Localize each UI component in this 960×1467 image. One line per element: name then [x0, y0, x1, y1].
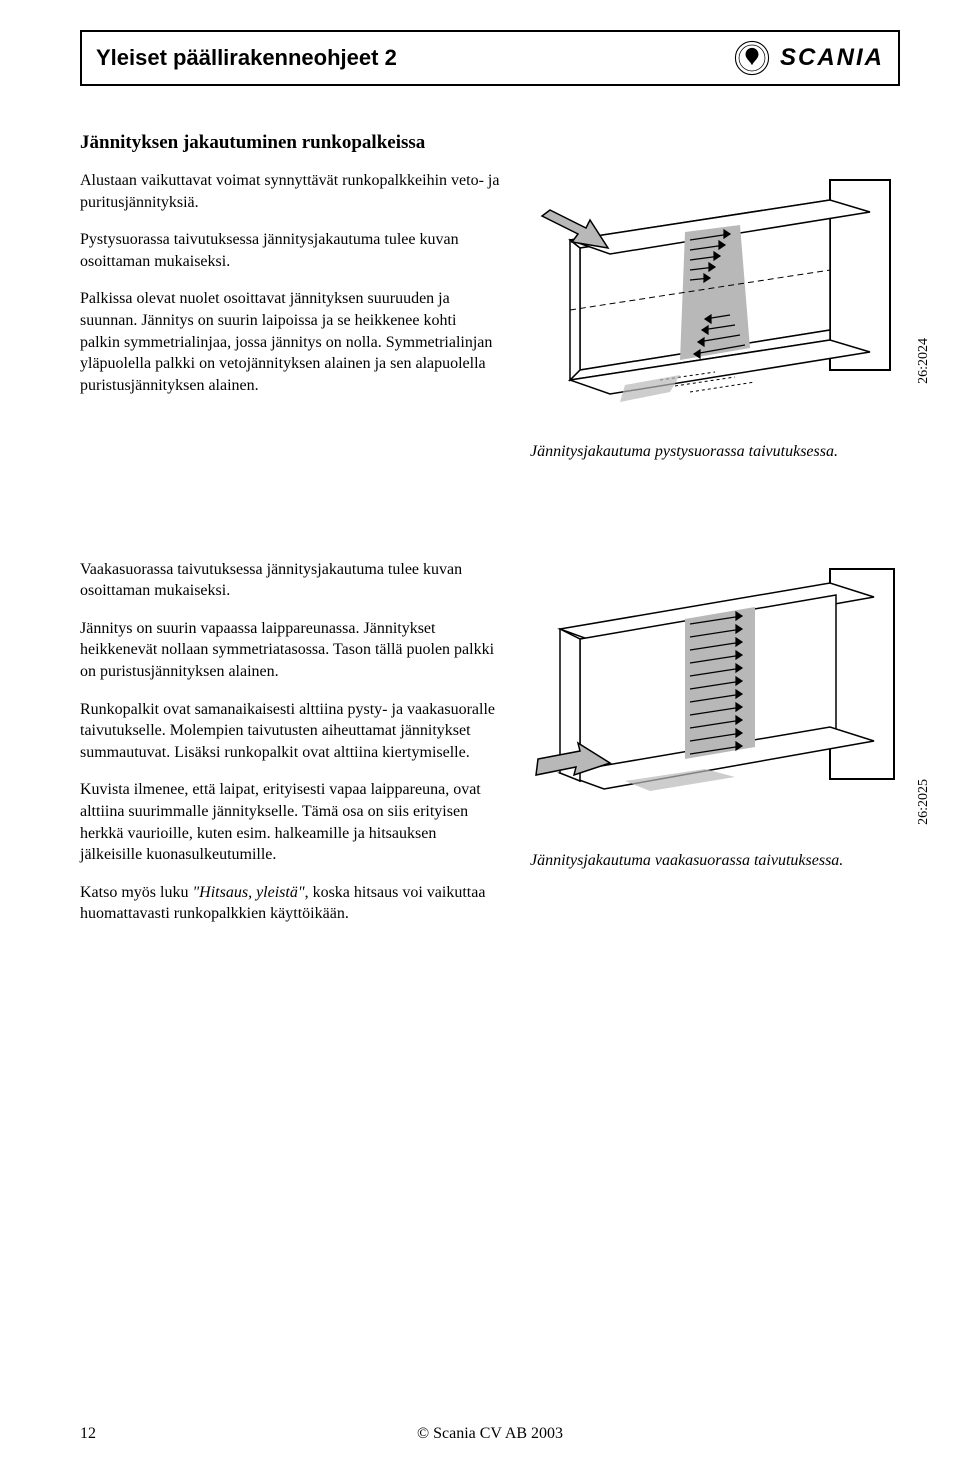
body-text: Runkopalkit ovat samanaikaisesti alttiin…	[80, 699, 500, 764]
body-text: Alustaan vaikuttavat voimat synnyttävät …	[80, 170, 500, 213]
body-text: Jännitys on suurin vapaassa laippareunas…	[80, 618, 500, 683]
body-text: Pystysuorassa taivutuksessa jännitysjaka…	[80, 229, 500, 272]
figure-horizontal-bending	[530, 559, 910, 844]
reference-italic: "Hitsaus, yleistä"	[192, 884, 304, 901]
page-footer: 12 © Scania CV AB 2003 00	[80, 1425, 900, 1443]
figure-id: 26:2025	[916, 779, 932, 825]
brand-logo: SCANIA	[734, 40, 884, 76]
body-text: Palkissa olevat nuolet osoittavat jännit…	[80, 288, 500, 396]
section-heading: Jännityksen jakautuminen runkopalkeissa	[80, 132, 900, 154]
page-number: 12	[80, 1425, 96, 1443]
brand-text: SCANIA	[780, 44, 884, 72]
copyright: © Scania CV AB 2003	[417, 1425, 563, 1443]
body-text: Kuvista ilmenee, että laipat, erityisest…	[80, 779, 500, 865]
figure-vertical-bending	[530, 170, 910, 435]
page-header: Yleiset päällirakenneohjeet 2 SCANIA	[80, 30, 900, 86]
body-text: Vaakasuorassa taivutuksessa jännitysjaka…	[80, 559, 500, 602]
figure-caption: Jännitysjakautuma vaakasuorassa taivutuk…	[530, 850, 910, 872]
header-title: Yleiset päällirakenneohjeet 2	[96, 45, 397, 71]
figure-id: 26:2024	[916, 338, 932, 384]
figure-caption: Jännitysjakautuma pystysuorassa taivutuk…	[530, 441, 910, 463]
body-text: Katso myös luku "Hitsaus, yleistä", kosk…	[80, 882, 500, 925]
griffin-icon	[734, 40, 770, 76]
